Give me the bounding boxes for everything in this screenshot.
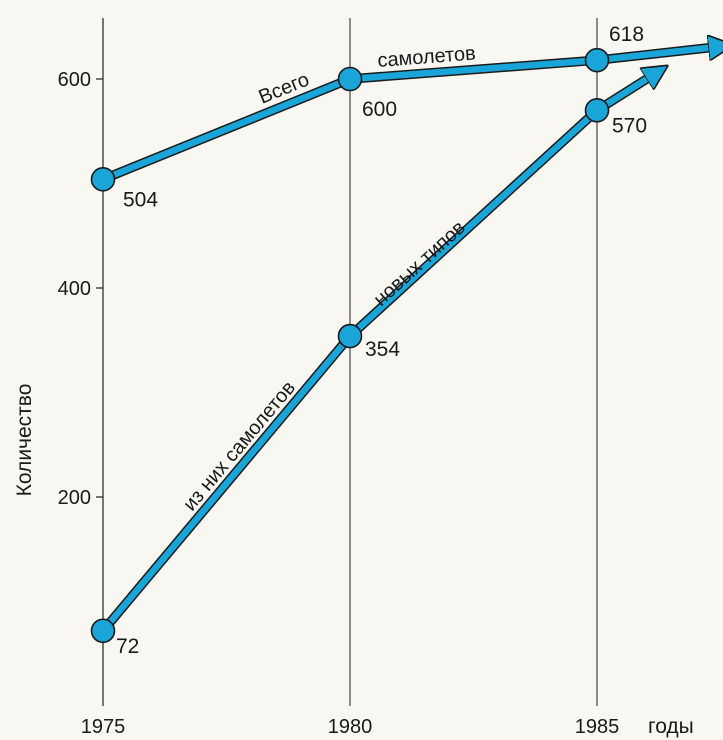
series-1-value-label-1975: 504 <box>123 188 158 211</box>
x-tick-label-1985: 1985 <box>575 716 620 738</box>
series-1-value-label-1985: 618 <box>609 23 644 46</box>
y-tick-label-400: 400 <box>58 278 91 300</box>
series-2-value-label-1985: 570 <box>612 114 647 137</box>
y-tick-label-200: 200 <box>58 487 91 509</box>
series-1-point-1980 <box>337 66 363 92</box>
series-2-point-1985 <box>584 98 610 123</box>
series-2-name-part-2: новых типов <box>370 216 470 310</box>
y-tick-label-600: 600 <box>58 69 91 91</box>
axis-layer: 200 400 600 1975 1980 1985 <box>58 18 620 738</box>
series-2-name-part-1: из них самолетов <box>179 377 300 515</box>
series-1-point-1975 <box>90 167 116 192</box>
series-2-point-1980 <box>337 323 363 349</box>
series-2-line <box>100 75 653 633</box>
series-2-point-1975 <box>90 618 116 644</box>
series-1-line <box>101 47 716 183</box>
series-2-value-label-1980: 354 <box>365 338 400 361</box>
series-1-point-1985 <box>584 47 610 73</box>
x-axis-title: годы <box>648 715 694 738</box>
y-axis-title: Количество <box>13 384 36 497</box>
series-1-value-label-1980: 600 <box>362 98 397 121</box>
x-tick-label-1975: 1975 <box>81 716 126 738</box>
series-2-value-label-1975: 72 <box>116 635 139 658</box>
x-tick-label-1980: 1980 <box>328 716 373 738</box>
series-layer <box>90 47 717 644</box>
grid-layer <box>349 18 598 706</box>
